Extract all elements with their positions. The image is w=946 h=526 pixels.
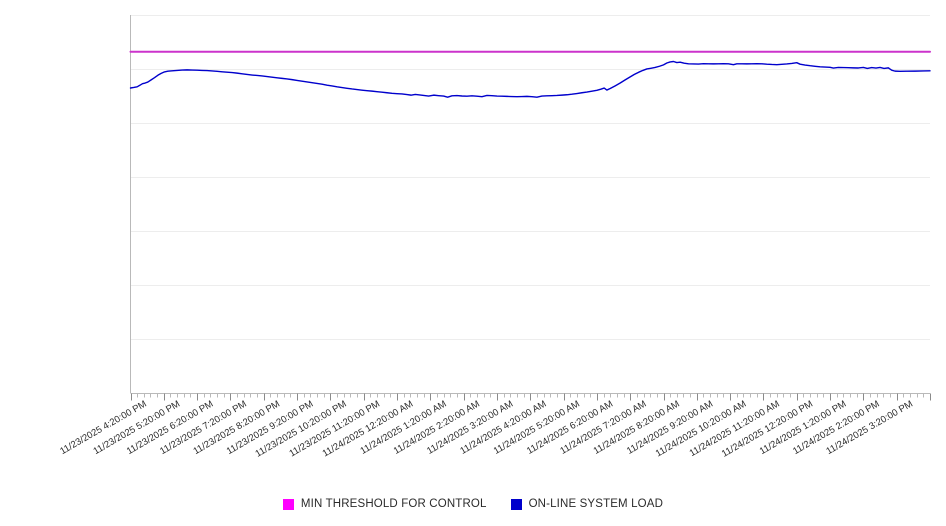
gridlines <box>130 15 930 340</box>
chart-legend: MIN THRESHOLD FOR CONTROL ON-LINE SYSTEM… <box>0 498 946 510</box>
plot-series <box>129 50 931 98</box>
legend-swatch-blue <box>510 498 522 510</box>
legend-label-min-threshold-for-control: MIN THRESHOLD FOR CONTROL <box>300 498 487 510</box>
legend-item-min-threshold-for-control[interactable]: MIN THRESHOLD FOR CONTROL <box>282 498 487 510</box>
legend-label-on-line-system-load: ON-LINE SYSTEM LOAD <box>528 498 664 510</box>
x-axis-ticks <box>131 393 931 401</box>
legend-swatch-magenta <box>282 498 294 510</box>
legend-item-on-line-system-load[interactable]: ON-LINE SYSTEM LOAD <box>510 498 664 510</box>
series-on-line-system-load <box>129 60 931 98</box>
